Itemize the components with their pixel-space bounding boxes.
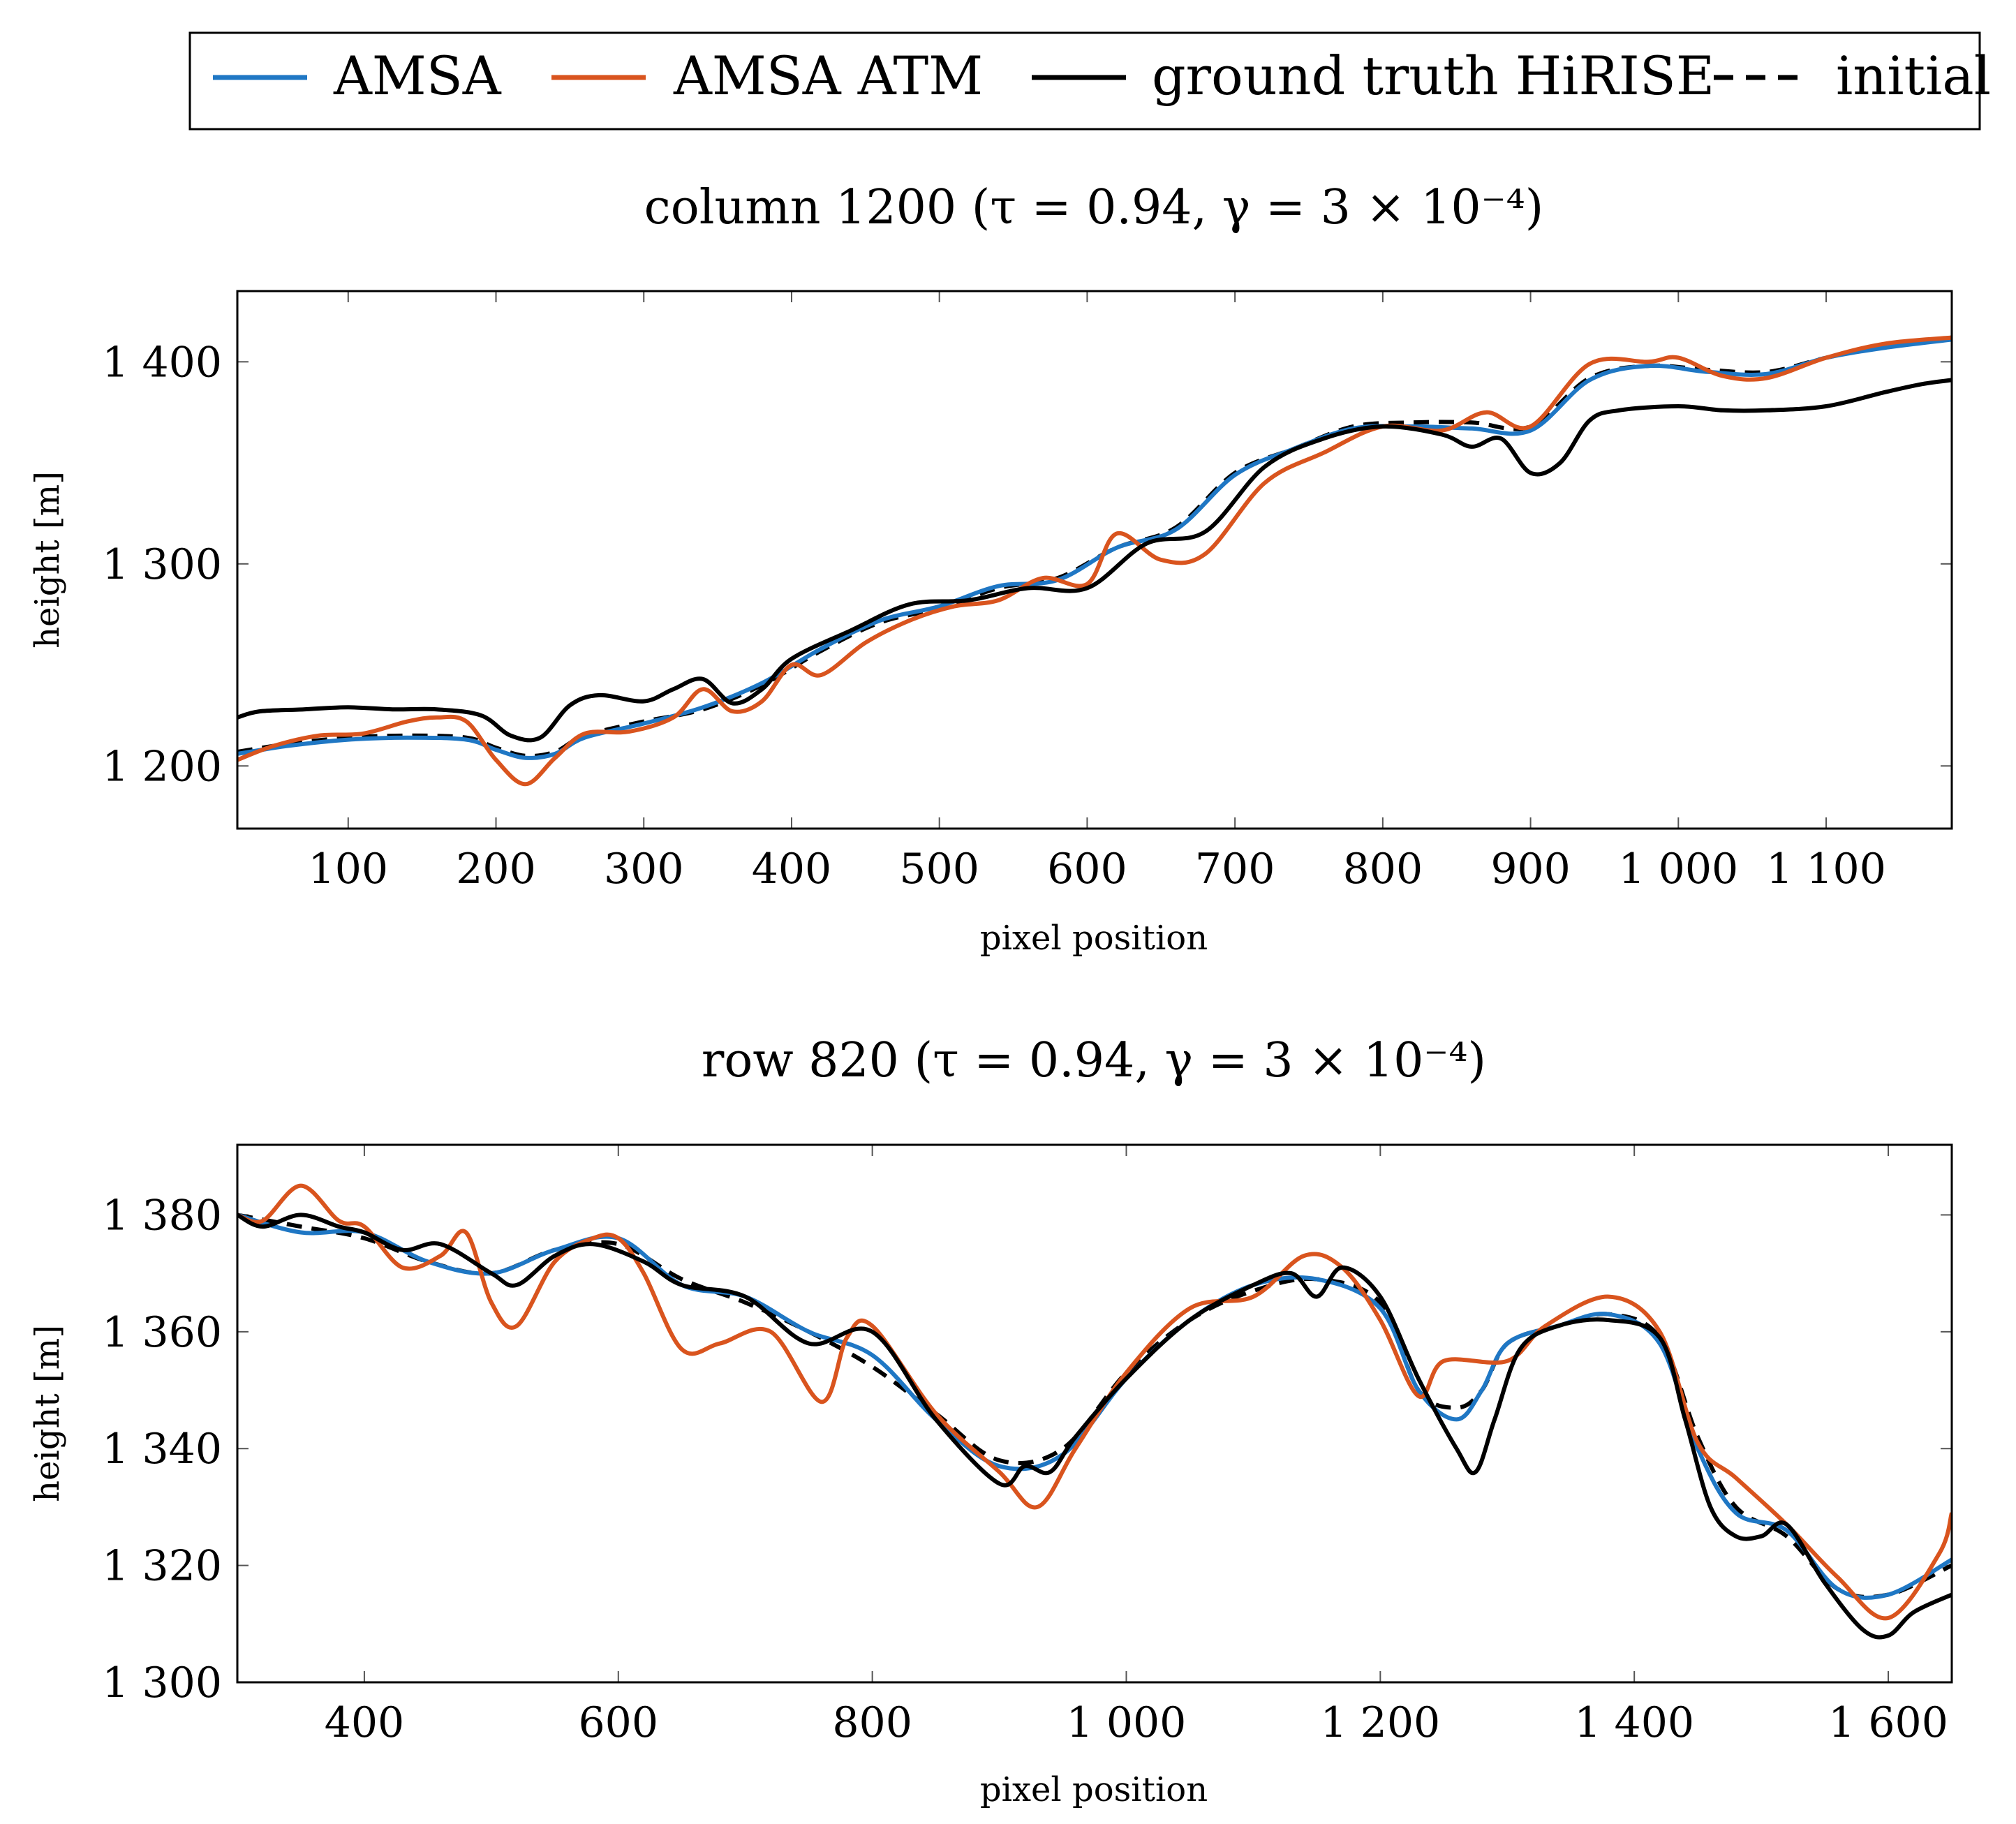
series-line-amsa-atm [237, 1183, 1952, 1621]
series-lines [237, 1183, 1952, 1640]
y-tick-label: 1 340 [102, 1425, 222, 1474]
y-axis-label: height [m] [28, 1325, 67, 1502]
series-line-amsa [237, 1213, 1952, 1600]
chart-column-1200: column 1200 (τ = 0.94, γ = 3 × 10⁻⁴) 100… [28, 180, 1953, 958]
x-axis-label: pixel position [980, 919, 1208, 958]
series-lines [237, 335, 1952, 787]
x-tick-label: 500 [899, 845, 979, 894]
x-tick-label: 600 [579, 1698, 659, 1747]
x-tick-label: 800 [832, 1698, 912, 1747]
y-tick-labels: 1 300 1 320 1 340 1 360 1 380 [102, 1191, 222, 1707]
x-tick-label: 1 000 [1618, 845, 1738, 894]
x-tick-label: 100 [309, 845, 389, 894]
y-tick-label: 1 380 [102, 1191, 222, 1240]
x-tick-label: 400 [752, 845, 832, 894]
chart-title: row 820 (τ = 0.94, γ = 3 × 10⁻⁴) [702, 1033, 1486, 1088]
plot-frame [236, 290, 1953, 830]
x-axis-label: pixel position [980, 1770, 1208, 1809]
chart-row-820: row 820 (τ = 0.94, γ = 3 × 10⁻⁴) 400 600 8… [28, 1033, 1953, 1809]
x-tick-label: 400 [325, 1698, 405, 1747]
x-tick-labels: 400 600 800 1 000 1 200 1 400 1 600 [325, 1698, 1948, 1747]
plot-frame [236, 1143, 1953, 1684]
x-tick-label: 300 [604, 845, 684, 894]
x-tick-label: 1 000 [1067, 1698, 1187, 1747]
x-tick-label: 900 [1490, 845, 1571, 894]
x-tick-label: 1 400 [1574, 1698, 1694, 1747]
x-tick-label: 1 600 [1828, 1698, 1948, 1747]
x-tick-label: 700 [1195, 845, 1275, 894]
tick-marks [237, 291, 1952, 829]
y-axis-label: height [m] [28, 471, 67, 648]
legend-box [188, 31, 1981, 131]
legend-label-amsa: AMSA [333, 45, 502, 107]
x-tick-label: 200 [456, 845, 536, 894]
legend: AMSA AMSA ATM ground truth HiRISE initia… [188, 31, 1991, 131]
y-tick-label: 1 300 [102, 1659, 222, 1707]
tick-marks [237, 1145, 1952, 1683]
y-tick-labels: 1 200 1 300 1 400 [102, 338, 222, 791]
x-tick-label: 800 [1343, 845, 1423, 894]
y-tick-label: 1 300 [102, 540, 222, 589]
legend-label-ground-truth: ground truth HiRISE [1152, 45, 1714, 107]
series-line-amsa-atm [237, 335, 1952, 787]
series-line-ground-truth-hirise [237, 378, 1952, 743]
legend-label-amsa-atm: AMSA ATM [673, 45, 983, 107]
y-tick-label: 1 200 [102, 742, 222, 791]
series-line-initial [237, 335, 1952, 759]
y-tick-label: 1 320 [102, 1542, 222, 1591]
series-line-ground-truth-hirise [237, 1213, 1952, 1640]
y-tick-label: 1 360 [102, 1308, 222, 1357]
y-tick-label: 1 400 [102, 338, 222, 387]
legend-label-initial: initial [1836, 45, 1991, 107]
chart-title: column 1200 (τ = 0.94, γ = 3 × 10⁻⁴) [644, 180, 1544, 235]
x-tick-label: 600 [1047, 845, 1127, 894]
x-tick-label: 1 100 [1766, 845, 1886, 894]
x-tick-label: 1 200 [1320, 1698, 1440, 1747]
series-line-amsa [237, 337, 1952, 760]
x-tick-labels: 100 200 300 400 500 600 700 800 900 1 000 1 100 [309, 845, 1886, 894]
